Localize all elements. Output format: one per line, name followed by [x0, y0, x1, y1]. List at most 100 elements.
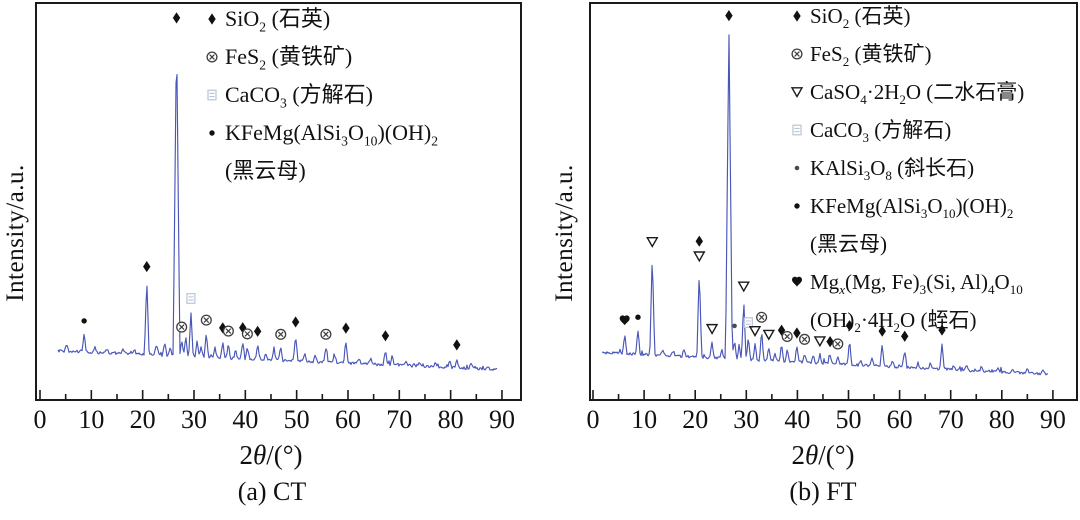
- pyrite-legend-icon: [206, 51, 218, 63]
- legend-label: Mgx(Mg, Fe)3(Si, Al)4O10 (OH)2·4H2O (蛭石): [810, 270, 1023, 336]
- biotite-marker: [794, 203, 800, 209]
- x-tick-label: 30: [733, 405, 759, 434]
- pyrite-marker: [275, 328, 287, 340]
- panel-(b) FT: 0 10 20 30 40 50 60 70 80 90: [587, 2, 1078, 434]
- panel-caption-b: (b) FT: [789, 477, 857, 506]
- gypsum-marker: [705, 323, 719, 335]
- gypsum-marker: [693, 251, 706, 263]
- legend-item-pyrite: FeS2 (黄铁矿): [202, 38, 438, 76]
- pyrite-marker: [200, 314, 212, 326]
- pyrite-marker: [756, 311, 768, 323]
- x-axis-label-b: 2θ/(°): [791, 440, 855, 470]
- legend-item-pyrite: FeS2 (黄铁矿): [787, 35, 1024, 73]
- pyrite-marker: [799, 333, 811, 345]
- legend-label: KAlSi3O8 (斜长石): [810, 156, 975, 184]
- gypsum-marker: [737, 281, 750, 293]
- y-axis-label-a: Intensity/a.u.: [2, 164, 29, 302]
- legend-label: KFeMg(AlSi3O10)(OH)2 (黑云母): [225, 120, 439, 183]
- x-tick-label: 80: [438, 405, 464, 434]
- gypsum-marker: [646, 236, 659, 248]
- legend-item-vermiculite: Mgx(Mg, Fe)3(Si, Al)4O10 (OH)2·4H2O (蛭石): [787, 263, 1024, 339]
- calcite-legend-icon: [792, 124, 802, 136]
- legend-panel-a: SiO2 (石英) FeS2 (黄铁矿) CaCO3 (方解石) KFeMg(AlSi…: [202, 0, 438, 190]
- legend-label: CaCO3 (方解石): [810, 118, 952, 146]
- feldspar-marker: [732, 323, 737, 329]
- calcite-marker: [792, 124, 802, 136]
- x-tick-label: 60: [335, 405, 361, 434]
- panel-(a) CT: 0 10 20 30 40 50 60 70 80 90: [34, 2, 522, 434]
- quartz-legend-icon: [208, 13, 216, 25]
- legend-item-feldspar: KAlSi3O8 (斜长石): [787, 149, 1024, 187]
- biotite-legend-icon: [794, 203, 800, 209]
- pyrite-marker: [781, 330, 793, 343]
- gypsum-marker: [748, 326, 762, 337]
- legend-label: FeS2 (黄铁矿): [810, 42, 932, 70]
- feldspar-marker: [794, 165, 800, 171]
- x-tick-label: 40: [232, 405, 258, 434]
- feldspar-legend-icon: [794, 165, 800, 171]
- x-tick-label: 10: [78, 405, 104, 434]
- quartz-marker: [901, 330, 909, 342]
- quartz-marker: [239, 322, 247, 334]
- x-tick-label: 50: [836, 405, 862, 434]
- legend-item-biotite: KFeMg(AlSi3O10)(OH)2 (黑云母): [787, 187, 1024, 263]
- gypsum-marker: [762, 329, 775, 341]
- quartz-marker: [845, 319, 854, 332]
- x-tick-label: 0: [34, 405, 47, 434]
- gypsum-marker: [813, 336, 827, 348]
- gypsum-legend-icon: [790, 87, 804, 99]
- pyrite-marker: [320, 328, 332, 340]
- pyrite-marker: [791, 48, 803, 60]
- legend-label: SiO2 (石英): [810, 4, 911, 32]
- legend-item-gypsum: CaSO4·2H2O (二水石膏): [787, 73, 1024, 111]
- pyrite-marker: [832, 338, 844, 350]
- quartz-marker: [453, 339, 461, 351]
- quartz-marker: [793, 327, 801, 339]
- calcite-legend-icon: [207, 89, 217, 101]
- x-tick-label: 80: [989, 405, 1015, 434]
- biotite-legend-icon: [209, 130, 215, 136]
- xrd-trace: [601, 34, 1049, 376]
- vermiculite-marker: [619, 315, 630, 326]
- legend-item-calcite: CaCO3 (方解石): [787, 111, 1024, 149]
- quartz-marker: [172, 12, 181, 24]
- x-tick-label: 40: [784, 405, 810, 434]
- x-tick-label: 90: [489, 405, 515, 434]
- x-tick-label: 20: [130, 405, 156, 434]
- quartz-marker: [291, 316, 300, 328]
- biotite-marker: [81, 318, 87, 324]
- calcite-marker: [743, 317, 753, 329]
- pyrite-marker: [176, 321, 188, 333]
- pyrite-marker: [206, 51, 218, 63]
- quartz-marker: [878, 325, 886, 337]
- x-tick-label: 70: [386, 405, 412, 434]
- quartz-marker: [253, 325, 262, 337]
- x-tick-label: 60: [887, 405, 913, 434]
- x-tick-label: 0: [587, 405, 600, 434]
- legend-item-quartz: SiO2 (石英): [202, 0, 438, 38]
- legend-label: CaSO4·2H2O (二水石膏): [810, 80, 1025, 108]
- legend-label: KFeMg(AlSi3O10)(OH)2 (黑云母): [810, 194, 1014, 256]
- quartz-marker: [826, 336, 834, 348]
- quartz-legend-icon: [793, 10, 801, 22]
- quartz-marker: [938, 324, 946, 336]
- xrd-trace: [57, 74, 498, 371]
- gypsum-marker: [790, 87, 804, 99]
- quartz-marker: [777, 324, 786, 336]
- x-tick-label: 50: [284, 405, 310, 434]
- quartz-marker: [695, 235, 703, 247]
- y-axis-label-b: Intensity/a.u.: [551, 164, 578, 302]
- quartz-marker: [143, 260, 151, 273]
- pyrite-marker: [241, 328, 253, 340]
- biotite-marker: [209, 130, 215, 136]
- quartz-marker: [725, 10, 733, 22]
- legend-item-biotite: KFeMg(AlSi3O10)(OH)2 (黑云母): [202, 114, 438, 190]
- panel-caption-a: (a) CT: [237, 477, 307, 506]
- quartz-marker: [793, 10, 801, 22]
- legend-item-calcite: CaCO3 (方解石): [202, 76, 438, 114]
- x-tick-label: 70: [938, 405, 964, 434]
- quartz-marker: [219, 322, 227, 334]
- calcite-marker: [207, 89, 217, 101]
- calcite-marker: [186, 293, 196, 304]
